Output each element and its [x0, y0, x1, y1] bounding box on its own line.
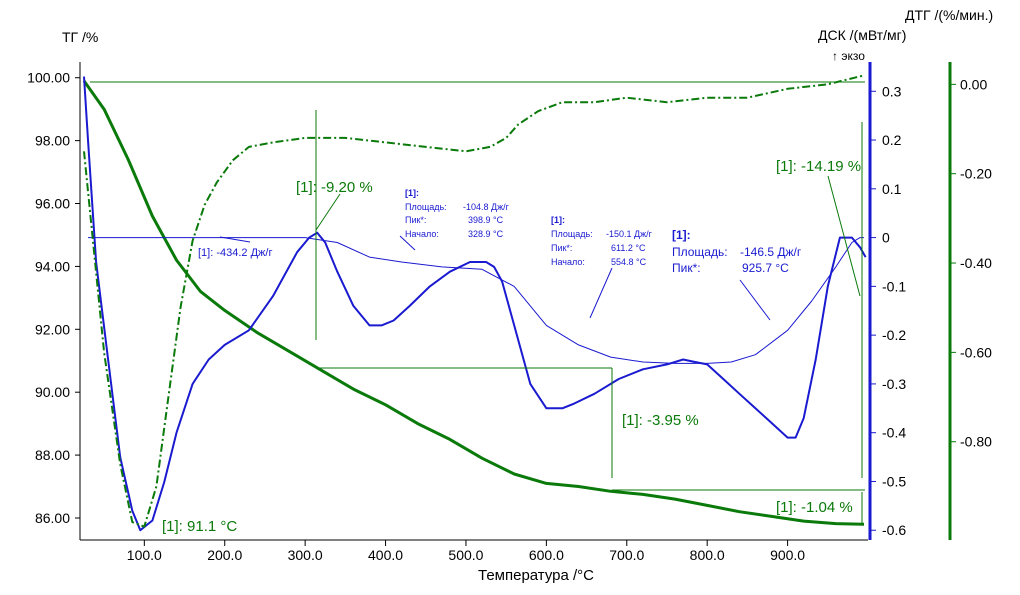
tg-tick-label: 88.00	[35, 447, 70, 463]
dtg-tick-label: -0.60	[960, 344, 992, 360]
peak-info-value: 925.7 °C	[742, 261, 789, 275]
peak-info-value: 554.8 °C	[611, 257, 647, 267]
tg-tick-label: 100.00	[27, 70, 70, 86]
peak-info-head: [1]:	[672, 228, 691, 242]
tg-curve	[82, 80, 865, 526]
x-tick-label: 400.0	[368, 547, 403, 563]
peak-info-value: -104.8 Дж/г	[463, 202, 510, 212]
x-tick-label: 300.0	[288, 547, 323, 563]
dtg-tick-label: -0.20	[960, 166, 992, 182]
dtg-curve	[83, 74, 865, 528]
dsc-tick-label: -0.6	[882, 522, 906, 538]
dsc-tick-label: -0.5	[882, 473, 906, 489]
peak-info-head: [1]:	[551, 215, 565, 225]
tg-tick-label: 94.00	[35, 258, 70, 274]
dsc-tick-label: 0.3	[882, 83, 902, 99]
dsc-tick-label: -0.4	[882, 425, 906, 441]
dsc-tick-label: 0	[882, 230, 890, 246]
x-tick-label: 800.0	[690, 547, 725, 563]
peak-info-value: 398.9 °C	[468, 215, 504, 225]
dsc-peak-info-3: [1]: Площадь: -150.1 Дж/г Пик*: 611.2 °C…	[551, 215, 653, 267]
peak-info-key: Начало:	[551, 257, 585, 267]
dtg-tick-label: -0.80	[960, 434, 992, 450]
x-tick-label: 600.0	[529, 547, 564, 563]
tg-step-label-3: [1]: -14.19 %	[776, 158, 861, 175]
peak-info-key: Площадь:	[551, 229, 593, 239]
peak-info-value: -146.5 Дж/г	[740, 245, 802, 259]
tg-tick-label: 86.00	[35, 510, 70, 526]
tg-step-label-1: [1]: -9.20 %	[296, 179, 373, 196]
tg-tick-label: 96.00	[35, 196, 70, 212]
peak-info-value: 611.2 °C	[611, 243, 646, 253]
x-tick-label: 700.0	[609, 547, 644, 563]
dsc-area-label-1: [1]: -434.2 Дж/г	[198, 247, 272, 259]
peak-info-key: Пик*:	[551, 243, 572, 253]
dtg-axis-title: ДТГ /(%/мин.)	[905, 7, 993, 23]
data-series	[82, 74, 867, 532]
peak-info-key: Площадь:	[672, 245, 728, 259]
peak-info-value: -150.1 Дж/г	[606, 229, 653, 239]
tg-tick-label: 90.00	[35, 384, 70, 400]
peak-info-key: Начало:	[405, 229, 439, 239]
dsc-tick-label: -0.3	[882, 376, 906, 392]
dsc-baseline-curve	[88, 237, 864, 364]
x-tick-label: 900.0	[770, 547, 805, 563]
peak-info-key: Площадь:	[405, 202, 447, 212]
dsc-peak-info-2: [1]: Площадь: -104.8 Дж/г Пик*: 398.9 °C…	[405, 188, 510, 239]
dsc-axis-title: ДСК /(мВт/мг)	[818, 27, 906, 43]
dsc-peak-info-4: [1]: Площадь: -146.5 Дж/г Пик*: 925.7 °C	[672, 228, 802, 275]
dtg-tick-label: -0.40	[960, 255, 992, 271]
peak-info-value: 328.9 °C	[468, 229, 504, 239]
tg-step-label-4: [1]: -1.04 %	[776, 499, 853, 516]
dsc-tick-label: 0.2	[882, 132, 902, 148]
dtg-tick-label: 0.00	[960, 76, 987, 92]
dsc-tick-label: 0.1	[882, 181, 902, 197]
x-tick-label: 200.0	[207, 547, 242, 563]
x-axis-title: Температура /°C	[478, 567, 594, 584]
tg-tick-label: 98.00	[35, 133, 70, 149]
tg-axis-title: ТГ /%	[62, 29, 98, 45]
x-tick-label: 100.0	[127, 547, 162, 563]
x-tick-label: 500.0	[448, 547, 483, 563]
peak-info-key: Пик*:	[405, 215, 426, 225]
tg-tick-label: 92.00	[35, 321, 70, 337]
peak-info-head: [1]:	[405, 188, 419, 198]
peak-temp-label: [1]: 91.1 °C	[162, 518, 237, 535]
peak-info-key: Пик*:	[672, 261, 701, 275]
tg-step-label-2: [1]: -3.95 %	[622, 412, 699, 429]
axis-ticks: 100.0 200.0 300.0 400.0 500.0 600.0 700.0 800.0…	[27, 70, 992, 563]
dsc-exo-label: ↑ экзо	[832, 49, 865, 63]
annotation-lines	[90, 81, 865, 524]
dsc-tick-label: -0.1	[882, 278, 906, 294]
dsc-tick-label: -0.2	[882, 327, 906, 343]
dsc-curve	[83, 76, 867, 532]
